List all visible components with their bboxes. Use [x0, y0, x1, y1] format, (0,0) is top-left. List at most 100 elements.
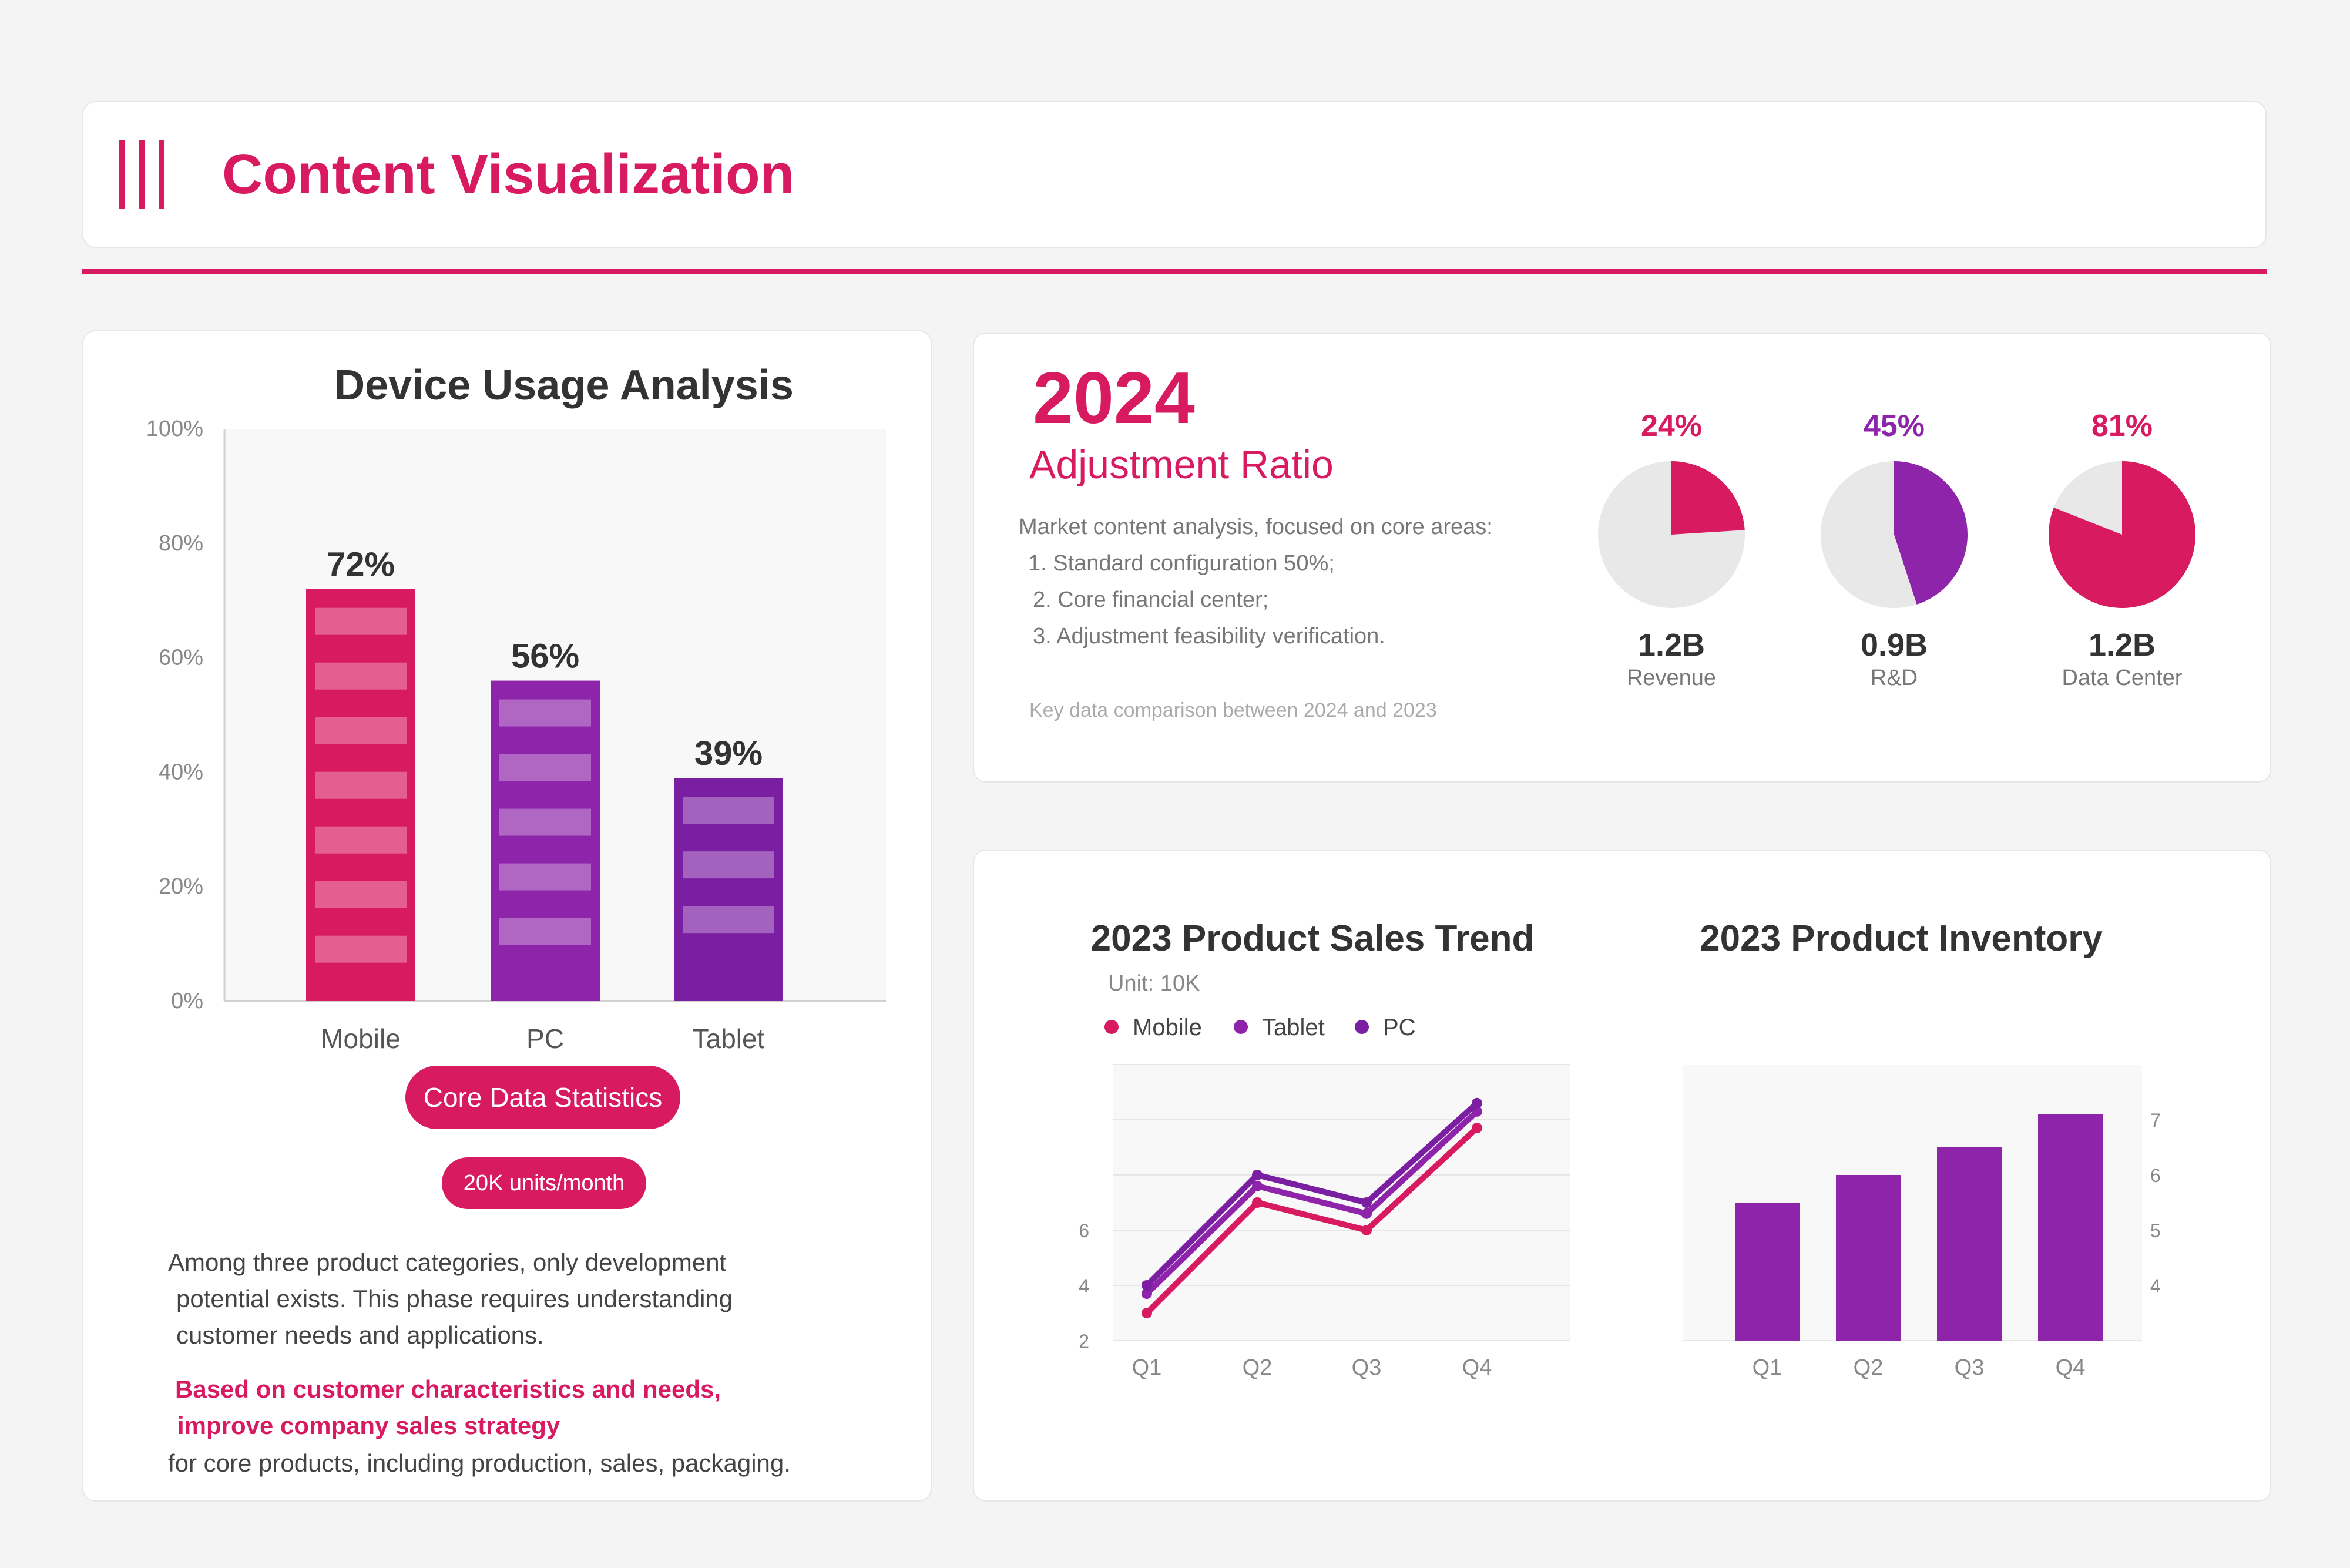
- y-tick-label: 40%: [159, 760, 203, 784]
- line-y-tick-label: 4: [1079, 1275, 1089, 1297]
- bar-stripe: [499, 918, 591, 945]
- description-line: potential exists. This phase requires un…: [176, 1285, 733, 1312]
- inventory-bar-q4: [2038, 1114, 2103, 1341]
- bar-stripe: [315, 881, 407, 908]
- pie-value-label: 0.9B: [1861, 627, 1928, 663]
- line-chart-title: 2023 Product Sales Trend: [1091, 918, 1535, 959]
- series-point: [1361, 1208, 1372, 1219]
- y-tick-label: 0%: [171, 989, 203, 1013]
- series-point: [1252, 1170, 1263, 1180]
- pie-percent-label: 24%: [1641, 409, 1702, 443]
- line-chart-unit: Unit: 10K: [1108, 971, 1200, 996]
- pie-category-label: Revenue: [1627, 666, 1716, 690]
- series-point: [1142, 1288, 1152, 1300]
- legend-marker: [1234, 1020, 1248, 1034]
- series-point: [1252, 1197, 1263, 1208]
- line-x-tick-label: Q4: [1462, 1355, 1492, 1380]
- line-y-tick-label: 2: [1079, 1331, 1089, 1352]
- highlight-line: Based on customer characteristics and ne…: [175, 1375, 721, 1403]
- inventory-bar-q2: [1836, 1175, 1901, 1341]
- inventory-x-tick-label: Q3: [1955, 1355, 1985, 1380]
- ratio-year: 2024: [1033, 358, 1195, 439]
- inventory-x-tick-label: Q1: [1753, 1355, 1782, 1380]
- pie-slice-r-d: [1894, 461, 1968, 605]
- series-point: [1472, 1123, 1482, 1134]
- inventory-bar-q1: [1735, 1203, 1800, 1341]
- legend-label: Tablet: [1262, 1015, 1325, 1040]
- bar-data-label: 56%: [511, 637, 579, 676]
- header-card: Content Visualization: [82, 101, 2267, 248]
- highlight-line: improve company sales strategy: [177, 1412, 560, 1439]
- bar-data-label: 72%: [327, 546, 395, 584]
- device-description: Among three product categories, only dev…: [168, 1244, 873, 1354]
- series-point: [1142, 1280, 1152, 1291]
- market-analysis-text: Market content analysis, focused on core…: [1019, 509, 1583, 654]
- pie-category-label: R&D: [1871, 666, 1918, 690]
- y-tick-label: 20%: [159, 874, 203, 899]
- inventory-y-tick-label: 6: [2150, 1165, 2161, 1186]
- x-tick-label: Mobile: [321, 1023, 401, 1054]
- line-x-tick-label: Q3: [1352, 1355, 1382, 1380]
- pie-percent-label: 81%: [2092, 409, 2153, 443]
- pie-percent-label: 45%: [1864, 409, 1925, 443]
- bar-stripe: [315, 826, 407, 854]
- inventory-y-tick-label: 5: [2150, 1220, 2161, 1241]
- bar-stripe: [499, 754, 591, 781]
- bar-pc: [491, 680, 600, 1001]
- bar-stripe: [683, 797, 774, 824]
- line-x-tick-label: Q2: [1243, 1355, 1273, 1380]
- units-per-month-badge: 20K units/month: [442, 1157, 646, 1209]
- market-line: 1. Standard configuration 50%;: [1028, 551, 1335, 576]
- bar-stripe: [683, 851, 774, 879]
- line-plot-area: [1113, 1065, 1570, 1341]
- inventory-y-tick-label: 4: [2150, 1275, 2161, 1297]
- chart-title: Device Usage Analysis: [334, 362, 794, 409]
- core-data-statistics-button[interactable]: Core Data Statistics: [405, 1066, 680, 1129]
- description-line: Among three product categories, only dev…: [168, 1248, 727, 1276]
- strategy-highlight: Based on customer characteristics and ne…: [175, 1371, 880, 1444]
- y-tick-label: 60%: [159, 646, 203, 670]
- market-line: 2. Core financial center;: [1033, 587, 1269, 612]
- bar-stripe: [683, 906, 774, 934]
- series-point: [1361, 1225, 1372, 1235]
- three-vertical-bars-icon: [119, 140, 166, 209]
- key-data-note: Key data comparison between 2024 and 202…: [1029, 699, 1437, 721]
- bar-stripe: [499, 863, 591, 891]
- market-line: Market content analysis, focused on core…: [1019, 515, 1493, 539]
- ratio-subtitle: Adjustment Ratio: [1029, 442, 1334, 487]
- series-line-mobile: [1144, 1126, 1479, 1315]
- bar-stripe: [315, 717, 407, 744]
- legend-label: PC: [1383, 1015, 1416, 1040]
- inventory-y-tick-label: 7: [2150, 1110, 2161, 1131]
- x-tick-label: PC: [526, 1023, 564, 1054]
- legend-label: Mobile: [1133, 1015, 1202, 1040]
- page-title: Content Visualization: [222, 143, 795, 206]
- series-point: [1252, 1180, 1263, 1191]
- bar-chart-title: 2023 Product Inventory: [1700, 918, 2103, 959]
- line-x-tick-label: Q1: [1132, 1355, 1162, 1380]
- series-point: [1472, 1097, 1482, 1109]
- y-tick-label: 100%: [146, 417, 203, 441]
- bar-stripe: [315, 935, 407, 963]
- description-line: customer needs and applications.: [176, 1321, 544, 1349]
- header-divider: [82, 269, 2267, 274]
- inventory-x-tick-label: Q4: [2056, 1355, 2086, 1380]
- bar-mobile: [306, 589, 415, 1001]
- bar-data-label: 39%: [694, 734, 763, 773]
- pie-value-label: 1.2B: [2089, 627, 2156, 663]
- series-line-pc: [1144, 1101, 1479, 1288]
- series-line-tablet: [1144, 1109, 1479, 1296]
- inventory-x-tick-label: Q2: [1854, 1355, 1884, 1380]
- legend-marker: [1104, 1020, 1119, 1034]
- bar-tablet: [674, 778, 783, 1001]
- inventory-bar-q3: [1937, 1147, 2002, 1341]
- bar-stripe: [499, 699, 591, 727]
- y-tick-label: 80%: [159, 531, 203, 556]
- bar-stripe: [499, 808, 591, 836]
- series-point: [1361, 1197, 1372, 1208]
- line-y-tick-label: 6: [1079, 1220, 1089, 1241]
- pie-slice-data-center: [2049, 461, 2195, 608]
